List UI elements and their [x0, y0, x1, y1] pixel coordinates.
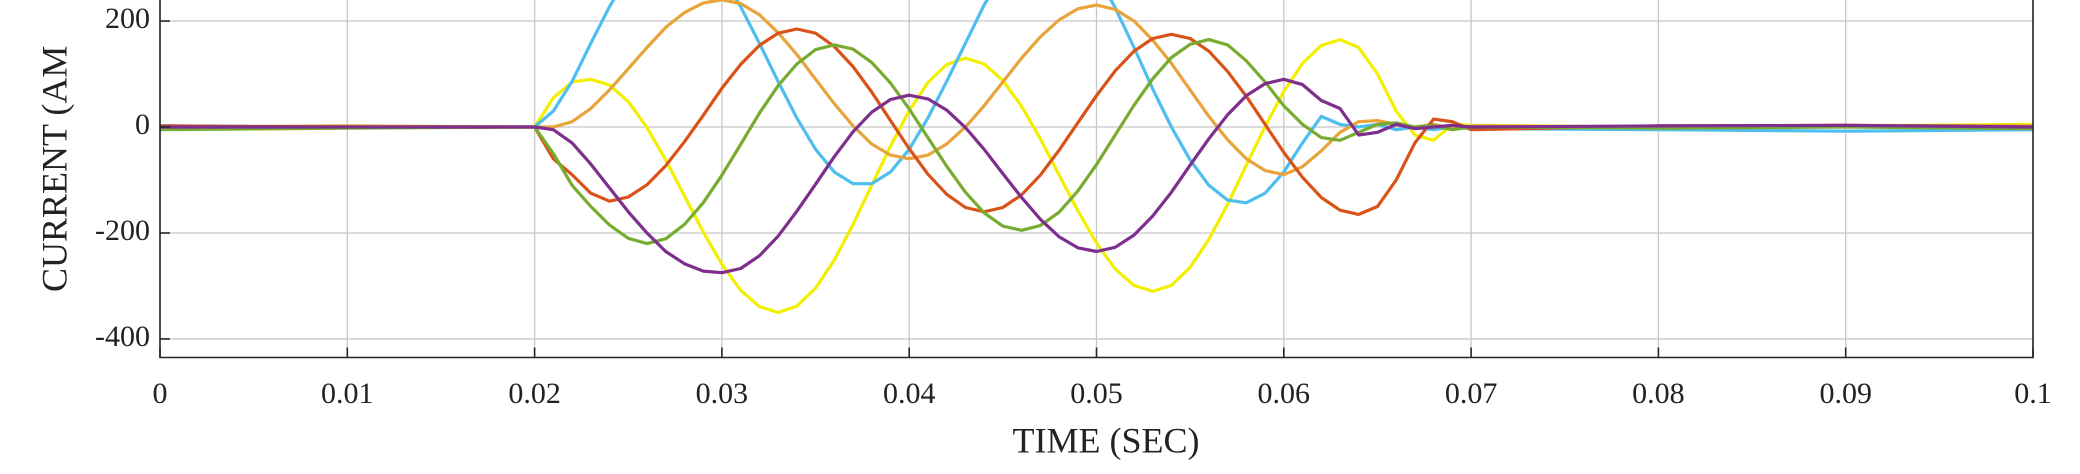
x-tick-label: 0.01 — [321, 377, 374, 410]
series-line — [160, 0, 2033, 177]
axes: 0 0.01 0.02 0.03 0.04 0.05 0.06 0.07 0.08 0.09 0.1… — [95, 0, 2052, 410]
y-axis-label: CURRENT (AM — [34, 46, 74, 292]
x-tick-label: 0 — [153, 377, 168, 410]
y-tick-label: 0 — [135, 108, 150, 141]
series-line — [160, 27, 2033, 216]
plot-frame — [159, 0, 2034, 359]
x-tick-label: 0.09 — [1819, 377, 1872, 410]
x-tick-label: 0.03 — [696, 377, 749, 410]
series-line — [160, 77, 2033, 275]
x-tick-label: 0.1 — [2014, 377, 2052, 410]
series-line — [160, 38, 2033, 246]
series-line — [160, 0, 2033, 205]
y-tick-label: 200 — [105, 2, 150, 35]
x-tick-label: 0.07 — [1445, 377, 1498, 410]
plot-lines — [160, 0, 2033, 315]
y-tick-label: -200 — [95, 214, 150, 247]
x-tick-label: 0.04 — [883, 377, 936, 410]
x-axis-label: TIME (SEC) — [1013, 420, 1200, 460]
grid — [159, 0, 2034, 358]
x-tick-label: 0.08 — [1632, 377, 1685, 410]
x-tick-label: 0.02 — [508, 377, 561, 410]
x-tick-label: 0.05 — [1070, 377, 1123, 410]
y-tick-label: -400 — [95, 320, 150, 353]
x-tick-label: 0.06 — [1258, 377, 1311, 410]
series-line — [160, 38, 2033, 315]
